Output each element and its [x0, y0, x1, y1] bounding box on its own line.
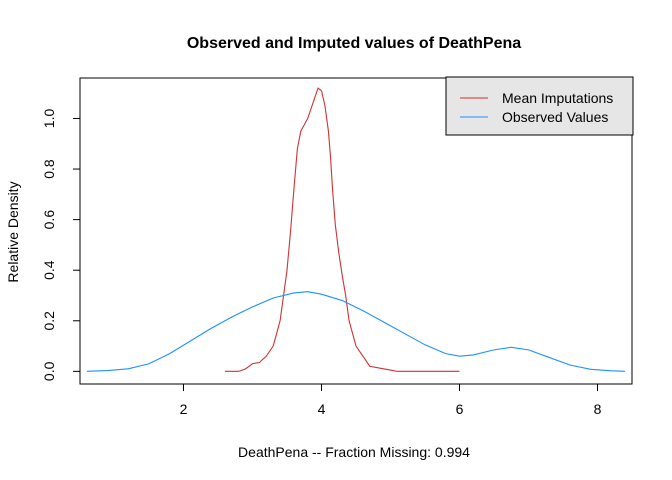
y-tick-label: 0.2	[41, 311, 57, 331]
x-tick-label: 4	[318, 401, 326, 417]
x-tick-label: 8	[594, 401, 602, 417]
x-axis: 2 4 6 8	[180, 383, 602, 417]
chart-title: Observed and Imputed values of DeathPena	[187, 35, 521, 52]
legend-label-1: Observed Values	[502, 109, 608, 125]
series-line-0	[224, 87, 460, 372]
y-tick-label: 0.4	[41, 260, 57, 280]
y-tick-label: 0.0	[41, 361, 57, 381]
x-axis-label: DeathPena -- Fraction Missing: 0.994	[238, 444, 470, 460]
legend-label-0: Mean Imputations	[502, 90, 613, 106]
y-tick-label: 0.6	[41, 210, 57, 230]
legend: Mean Imputations Observed Values	[445, 76, 634, 136]
legend-box	[445, 76, 634, 136]
x-tick-label: 6	[456, 401, 464, 417]
series-line-1	[86, 291, 626, 372]
series-layer	[86, 87, 626, 372]
y-axis-label: Relative Density	[5, 181, 21, 282]
y-tick-label: 1.0	[41, 109, 57, 129]
y-axis: 0.0 0.2 0.4 0.6 0.8 1.0	[41, 109, 81, 381]
x-tick-label: 2	[180, 401, 188, 417]
y-tick-label: 0.8	[41, 159, 57, 179]
